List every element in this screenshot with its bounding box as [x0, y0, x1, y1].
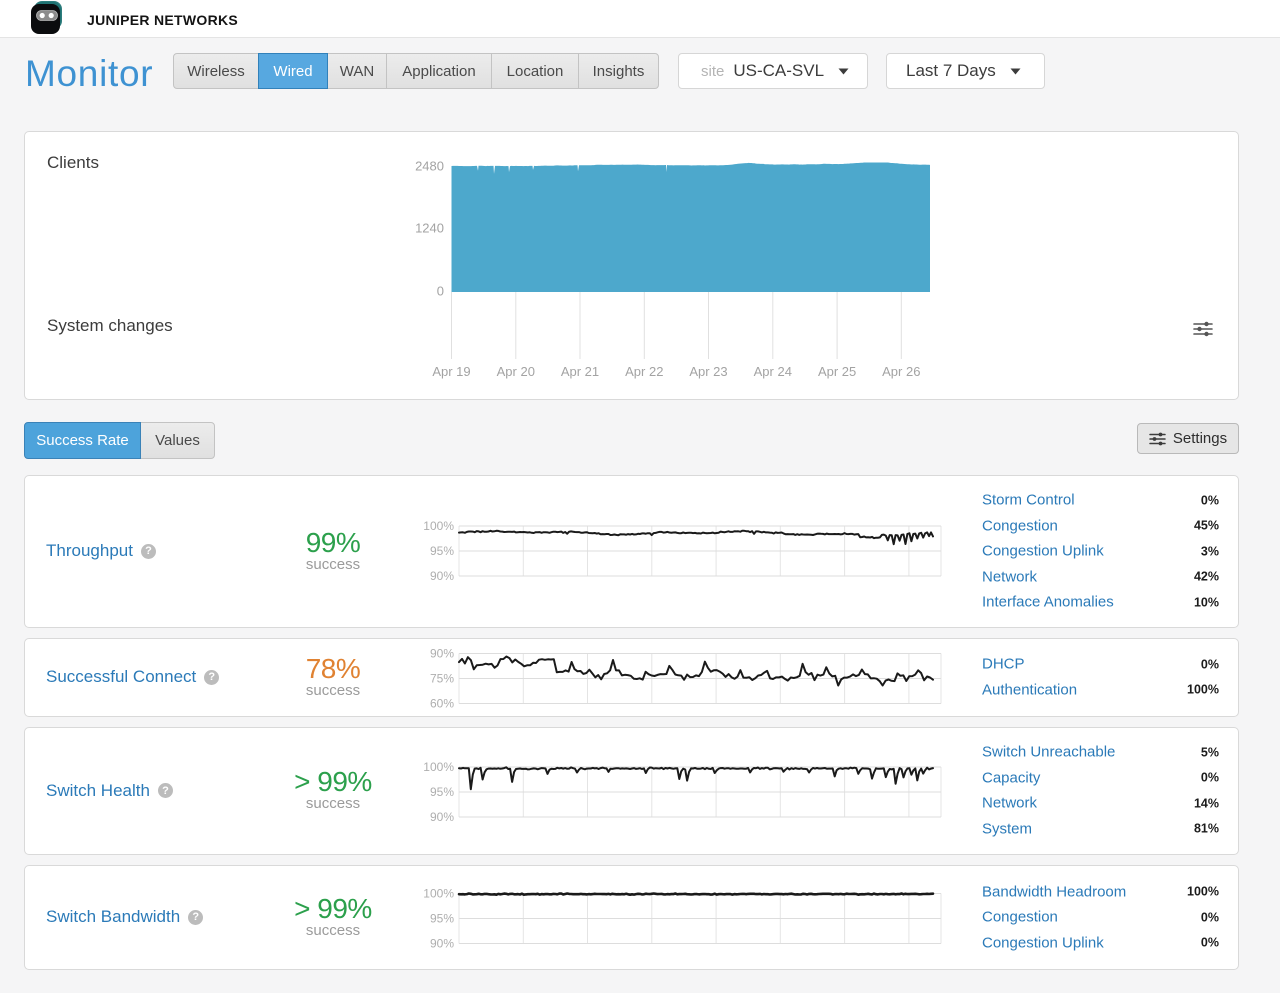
svg-text:Apr 21: Apr 21 [561, 364, 599, 379]
svg-text:Apr 24: Apr 24 [754, 364, 792, 379]
svg-text:90%: 90% [430, 647, 454, 661]
svg-text:0: 0 [437, 284, 444, 299]
svg-text:100%: 100% [423, 760, 454, 774]
svg-text:100%: 100% [423, 519, 454, 533]
svg-text:Apr 22: Apr 22 [625, 364, 663, 379]
svg-text:Apr 26: Apr 26 [882, 364, 920, 379]
svg-text:95%: 95% [430, 544, 454, 558]
svg-text:1240: 1240 [415, 221, 444, 236]
svg-text:90%: 90% [430, 937, 454, 951]
svg-text:Apr 23: Apr 23 [689, 364, 727, 379]
svg-text:Apr 25: Apr 25 [818, 364, 856, 379]
svg-text:60%: 60% [430, 697, 454, 711]
svg-text:Apr 19: Apr 19 [432, 364, 470, 379]
svg-text:95%: 95% [430, 912, 454, 926]
svg-text:75%: 75% [430, 672, 454, 686]
svg-text:100%: 100% [423, 887, 454, 901]
svg-text:90%: 90% [430, 569, 454, 583]
svg-text:2480: 2480 [415, 159, 444, 174]
svg-text:90%: 90% [430, 810, 454, 824]
svg-text:95%: 95% [430, 785, 454, 799]
svg-text:Apr 20: Apr 20 [497, 364, 535, 379]
